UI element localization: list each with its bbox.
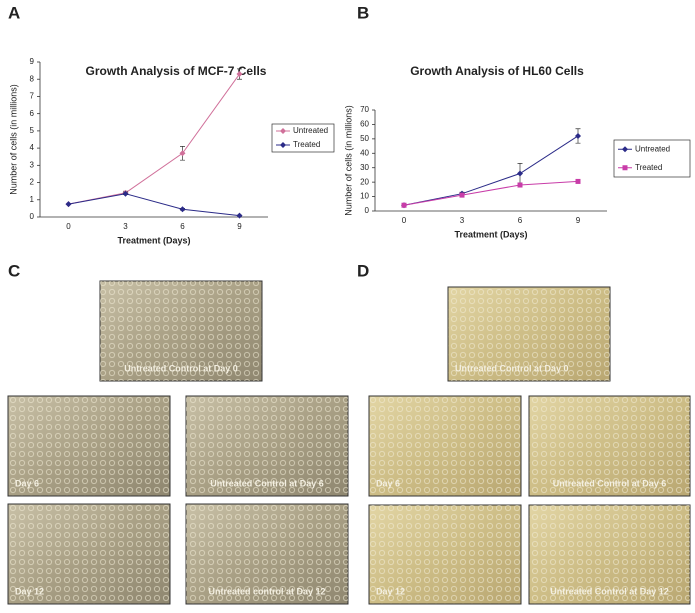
marker: [236, 71, 243, 78]
x-tick-label: 3: [123, 222, 128, 231]
micrograph-texture: [100, 281, 262, 381]
y-tick-label: 3: [30, 160, 35, 169]
y-tick-label: 20: [360, 177, 369, 186]
panel-label: B: [357, 3, 369, 22]
x-tick-label: 3: [460, 216, 465, 225]
marker: [236, 212, 243, 219]
y-tick-label: 2: [30, 178, 35, 187]
y-tick-label: 1: [30, 195, 35, 204]
series-line: [68, 193, 240, 217]
legend-label: Untreated: [635, 144, 670, 153]
micrograph-texture: [529, 505, 690, 604]
marker: [122, 190, 129, 197]
x-axis-label: Treatment (Days): [454, 229, 527, 239]
marker: [179, 206, 186, 213]
y-tick-label: 7: [30, 92, 35, 101]
marker: [517, 182, 523, 188]
micrograph-texture: [8, 396, 170, 496]
y-tick-label: 10: [360, 192, 369, 201]
x-tick-label: 6: [518, 216, 523, 225]
image-caption: Day 6: [376, 478, 400, 488]
micrograph-texture: [186, 504, 348, 604]
y-axis-label: Number of cells (in millions): [343, 105, 353, 216]
image-caption: Day 12: [15, 586, 44, 596]
x-tick-label: 0: [402, 216, 407, 225]
micrograph-texture: [8, 504, 170, 604]
series-line: [68, 73, 240, 205]
x-tick-label: 9: [576, 216, 581, 225]
x-tick-label: 6: [180, 222, 185, 231]
legend-label: Treated: [293, 140, 320, 149]
marker: [622, 165, 628, 171]
y-tick-label: 40: [360, 148, 369, 157]
chart-title: Growth Analysis of HL60 Cells: [410, 64, 584, 78]
image-caption: Untreated Control at Day 0: [455, 363, 569, 373]
image-caption: Day 12: [376, 586, 405, 596]
marker: [622, 146, 628, 153]
legend-box: [613, 139, 691, 178]
image-caption: Day 6: [15, 478, 39, 488]
y-tick-label: 9: [30, 57, 35, 66]
y-tick-label: 4: [30, 143, 35, 152]
marker: [401, 202, 407, 208]
image-caption: Untreated Control at Day 6: [553, 478, 667, 488]
marker: [179, 150, 186, 157]
chart-title: Growth Analysis of MCF-7 Cells: [86, 64, 267, 78]
y-tick-label: 0: [365, 206, 370, 215]
y-tick-label: 8: [30, 74, 35, 83]
y-tick-label: 0: [30, 212, 35, 221]
panel-label: A: [8, 3, 20, 22]
legend-label: Untreated: [293, 126, 328, 135]
marker: [65, 201, 72, 208]
panel-label: C: [8, 261, 20, 280]
marker: [575, 132, 581, 139]
image-caption: Untreated control at Day 12: [208, 586, 325, 596]
x-tick-label: 0: [66, 222, 71, 231]
marker: [517, 170, 523, 177]
series-line: [403, 180, 579, 206]
y-tick-label: 70: [360, 105, 369, 114]
image-caption: Untreated Control at Day 0: [124, 363, 238, 373]
marker: [280, 142, 286, 148]
y-tick-label: 30: [360, 163, 369, 172]
marker: [280, 128, 286, 134]
x-tick-label: 9: [237, 222, 242, 231]
y-tick-label: 50: [360, 134, 369, 143]
x-axis-label: Treatment (Days): [117, 235, 190, 245]
micrograph-texture: [369, 505, 521, 604]
y-tick-label: 60: [360, 120, 369, 129]
micrograph-texture: [186, 396, 348, 496]
micrograph-texture: [448, 287, 610, 381]
y-axis-label: Number of cells (in millions): [8, 84, 18, 195]
micrograph-texture: [529, 396, 690, 496]
legend-label: Treated: [635, 163, 662, 172]
marker: [575, 178, 581, 184]
y-tick-label: 5: [30, 126, 35, 135]
image-caption: Untreated Control at Day 6: [210, 478, 324, 488]
panel-label: D: [357, 261, 369, 280]
micrograph-texture: [369, 396, 521, 496]
marker: [459, 192, 465, 198]
image-caption: Untreated Control at Day 12: [550, 586, 669, 596]
y-tick-label: 6: [30, 109, 35, 118]
series-line: [403, 135, 579, 206]
